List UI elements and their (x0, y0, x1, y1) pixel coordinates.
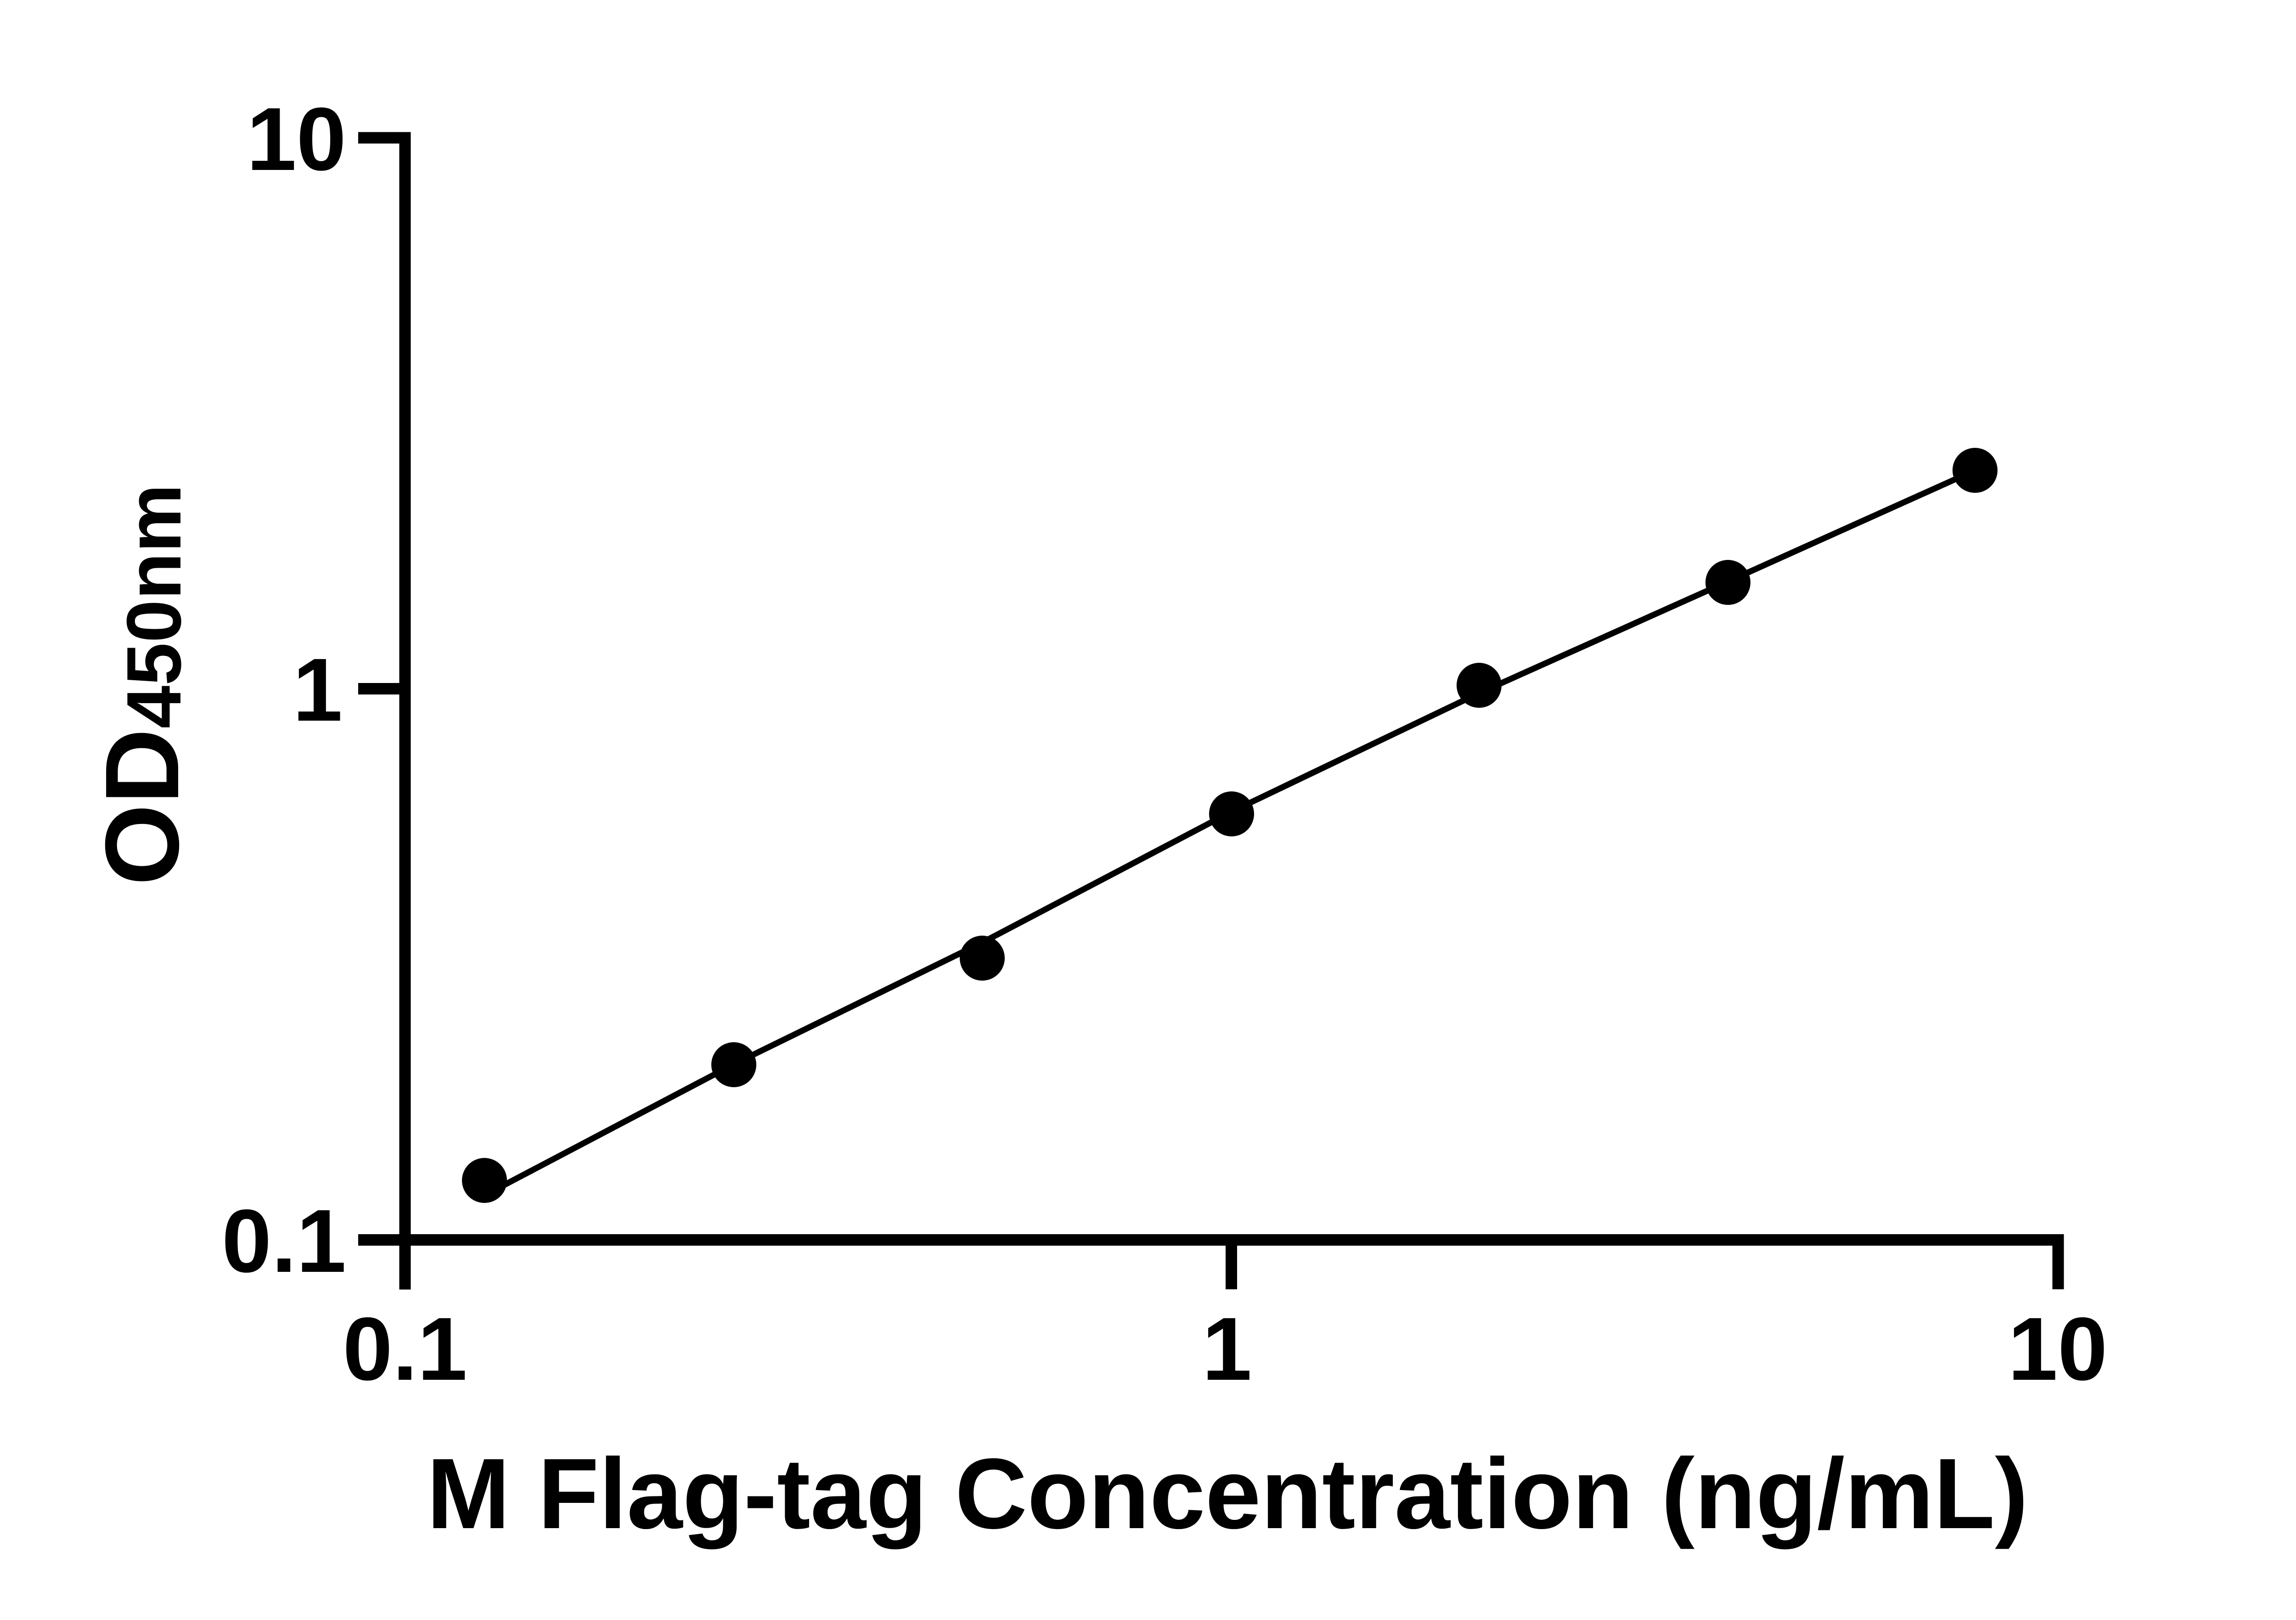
svg-text:10: 10 (2008, 1299, 2108, 1399)
svg-text:1: 1 (1202, 1299, 1252, 1399)
svg-text:1: 1 (293, 640, 343, 740)
svg-text:M Flag-tag Concentration (ng/m: M Flag-tag Concentration (ng/mL) (427, 1438, 2028, 1550)
svg-text:0.1: 0.1 (222, 1191, 346, 1291)
svg-text:0.1: 0.1 (343, 1299, 467, 1399)
svg-text:10: 10 (247, 89, 346, 189)
